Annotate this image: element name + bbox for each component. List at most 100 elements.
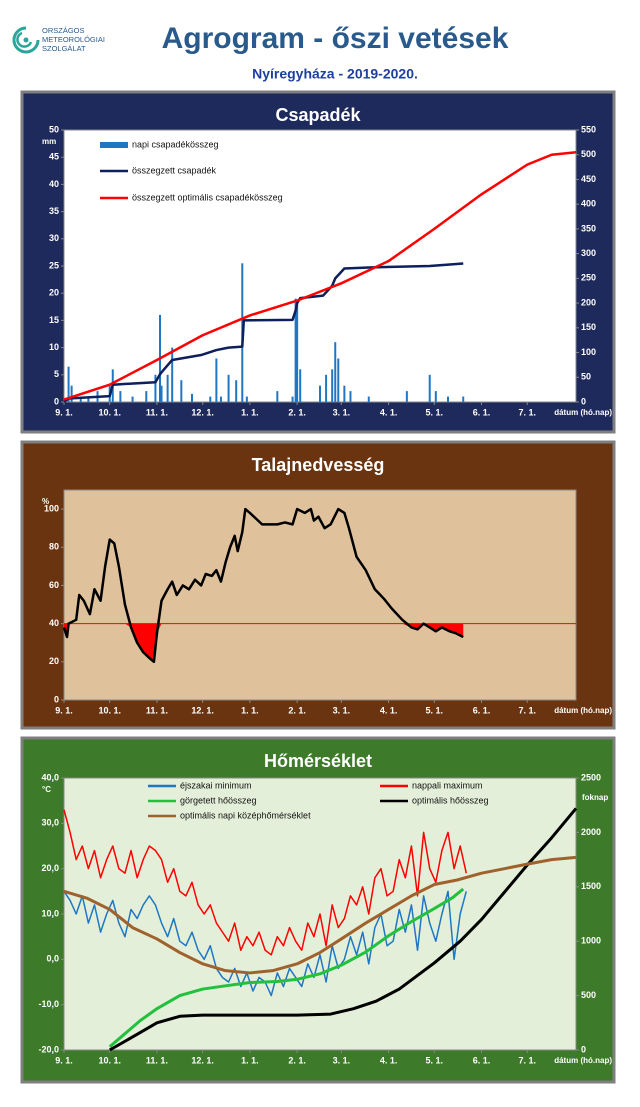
page-subtitle: Nyíregyháza - 2019-2020. bbox=[252, 66, 418, 82]
series-line bbox=[108, 807, 578, 1052]
legend-label: optimális napi középhőmérséklet bbox=[180, 810, 311, 820]
x-tick-label: 4. 1. bbox=[380, 1055, 398, 1065]
y-axis-unit: °C bbox=[42, 785, 51, 794]
legend-label: összegzett optimális csapadékösszeg bbox=[132, 192, 283, 202]
bar bbox=[219, 396, 222, 402]
bar bbox=[325, 374, 328, 402]
x-axis-label: dátum (hó.nap) bbox=[554, 706, 612, 715]
y-tick-label: 0 bbox=[54, 694, 59, 704]
legend-label: éjszakai minimum bbox=[180, 780, 252, 790]
bar bbox=[154, 374, 157, 402]
y-tick-label: 30,0 bbox=[41, 818, 59, 828]
y-tick-label: 0 bbox=[54, 396, 59, 406]
series-line bbox=[62, 507, 464, 664]
y2-tick-label: 150 bbox=[581, 322, 596, 332]
y-tick-label: -10,0 bbox=[38, 999, 59, 1009]
bar bbox=[319, 385, 321, 402]
x-tick-label: 10. 1. bbox=[98, 407, 121, 417]
legend-swatch bbox=[100, 142, 128, 148]
deficit-fill bbox=[64, 623, 464, 662]
chart-title: Talajnedvesség bbox=[252, 455, 385, 475]
bar bbox=[166, 374, 169, 402]
logo-text: SZOLGÁLAT bbox=[42, 44, 86, 53]
plot-area bbox=[63, 489, 577, 701]
chart-panel: Talajnedvesség 0 20 40 60 80 100 9. 1. 10. 1. 11.… bbox=[20, 440, 616, 730]
y-tick-label: 40 bbox=[49, 179, 59, 189]
x-tick-label: 9. 1. bbox=[55, 1055, 73, 1065]
y-tick-label: 60 bbox=[49, 580, 59, 590]
bar bbox=[191, 393, 193, 402]
x-tick-label: 11. 1. bbox=[146, 407, 168, 417]
logo-text: ORSZÁGOS bbox=[42, 26, 85, 35]
y-tick-label: -20,0 bbox=[38, 1044, 59, 1054]
chart-panel: Csapadék05101520253035404550050100150200… bbox=[20, 90, 616, 434]
x-tick-label: 6. 1. bbox=[473, 705, 491, 715]
x-tick-label: 6. 1. bbox=[473, 1055, 491, 1065]
x-tick-label: 1. 1. bbox=[241, 1055, 259, 1065]
bar bbox=[349, 391, 352, 402]
y2-tick-label: 500 bbox=[581, 990, 596, 1000]
y2-tick-label: 2500 bbox=[581, 772, 601, 782]
bar bbox=[131, 396, 134, 402]
x-tick-label: 11. 1. bbox=[146, 1055, 168, 1065]
y2-tick-label: 350 bbox=[581, 223, 596, 233]
x-tick-label: 10. 1. bbox=[98, 1055, 121, 1065]
y-tick-label: 20 bbox=[49, 656, 59, 666]
y2-tick-label: 50 bbox=[581, 372, 591, 382]
x-tick-label: 5. 1. bbox=[426, 407, 444, 417]
y-tick-label: 35 bbox=[49, 206, 59, 216]
x-tick-label: 4. 1. bbox=[380, 705, 398, 715]
page-title: Agrogram - őszi vetések bbox=[162, 22, 509, 55]
bar bbox=[235, 380, 238, 402]
bar bbox=[70, 385, 73, 402]
bar bbox=[331, 369, 334, 402]
y2-tick-label: 200 bbox=[581, 297, 596, 307]
y2-tick-label: 550 bbox=[581, 124, 596, 134]
legend-label: napi csapadékösszeg bbox=[132, 139, 219, 149]
x-tick-label: 11. 1. bbox=[146, 705, 168, 715]
chart-title: Csapadék bbox=[275, 105, 361, 125]
series-line bbox=[108, 887, 465, 1048]
x-tick-label: 1. 1. bbox=[241, 705, 259, 715]
logo-dot bbox=[23, 37, 29, 43]
y2-axis-unit: foknap bbox=[582, 793, 608, 802]
bar bbox=[291, 396, 294, 402]
bar bbox=[296, 304, 299, 402]
logo-text: METEOROLÓGIAI bbox=[42, 35, 105, 44]
logo-swirl bbox=[12, 26, 40, 54]
y-axis-unit: % bbox=[42, 497, 49, 506]
y2-tick-label: 2000 bbox=[581, 827, 601, 837]
bar bbox=[145, 391, 148, 402]
bar bbox=[180, 380, 183, 402]
y-tick-label: 25 bbox=[49, 260, 59, 270]
y-tick-label: 20 bbox=[49, 288, 59, 298]
bar bbox=[294, 298, 297, 402]
chart-title: Hőmérséklet bbox=[264, 751, 372, 771]
y2-tick-label: 1000 bbox=[581, 936, 601, 946]
x-tick-label: 3. 1. bbox=[333, 705, 351, 715]
y-tick-label: 5 bbox=[54, 369, 59, 379]
bar bbox=[337, 358, 340, 402]
x-tick-label: 2. 1. bbox=[288, 407, 306, 417]
bar bbox=[343, 385, 346, 402]
bar bbox=[367, 396, 370, 402]
logo-swirl bbox=[16, 31, 33, 48]
x-axis-label: dátum (hó.nap) bbox=[554, 408, 612, 417]
x-tick-label: 9. 1. bbox=[55, 407, 73, 417]
y2-tick-label: 250 bbox=[581, 273, 596, 283]
x-tick-label: 7. 1. bbox=[518, 1055, 536, 1065]
bar bbox=[428, 374, 431, 402]
bar bbox=[67, 366, 70, 402]
x-tick-label: 9. 1. bbox=[55, 705, 73, 715]
y2-tick-label: 1500 bbox=[581, 881, 601, 891]
bar bbox=[462, 396, 465, 402]
chart-panel: Hőmérséklet -20,0 -10,0 0,0 10,0 20,0 30,0 40,0… bbox=[20, 736, 616, 1084]
y-tick-label: 50 bbox=[49, 124, 59, 134]
y-tick-label: 45 bbox=[49, 152, 59, 162]
y-axis-unit: mm bbox=[42, 137, 56, 146]
legend-label: összegzett csapadék bbox=[132, 165, 217, 175]
x-tick-label: 4. 1. bbox=[380, 407, 398, 417]
y-tick-label: 30 bbox=[49, 233, 59, 243]
bar bbox=[160, 385, 163, 402]
